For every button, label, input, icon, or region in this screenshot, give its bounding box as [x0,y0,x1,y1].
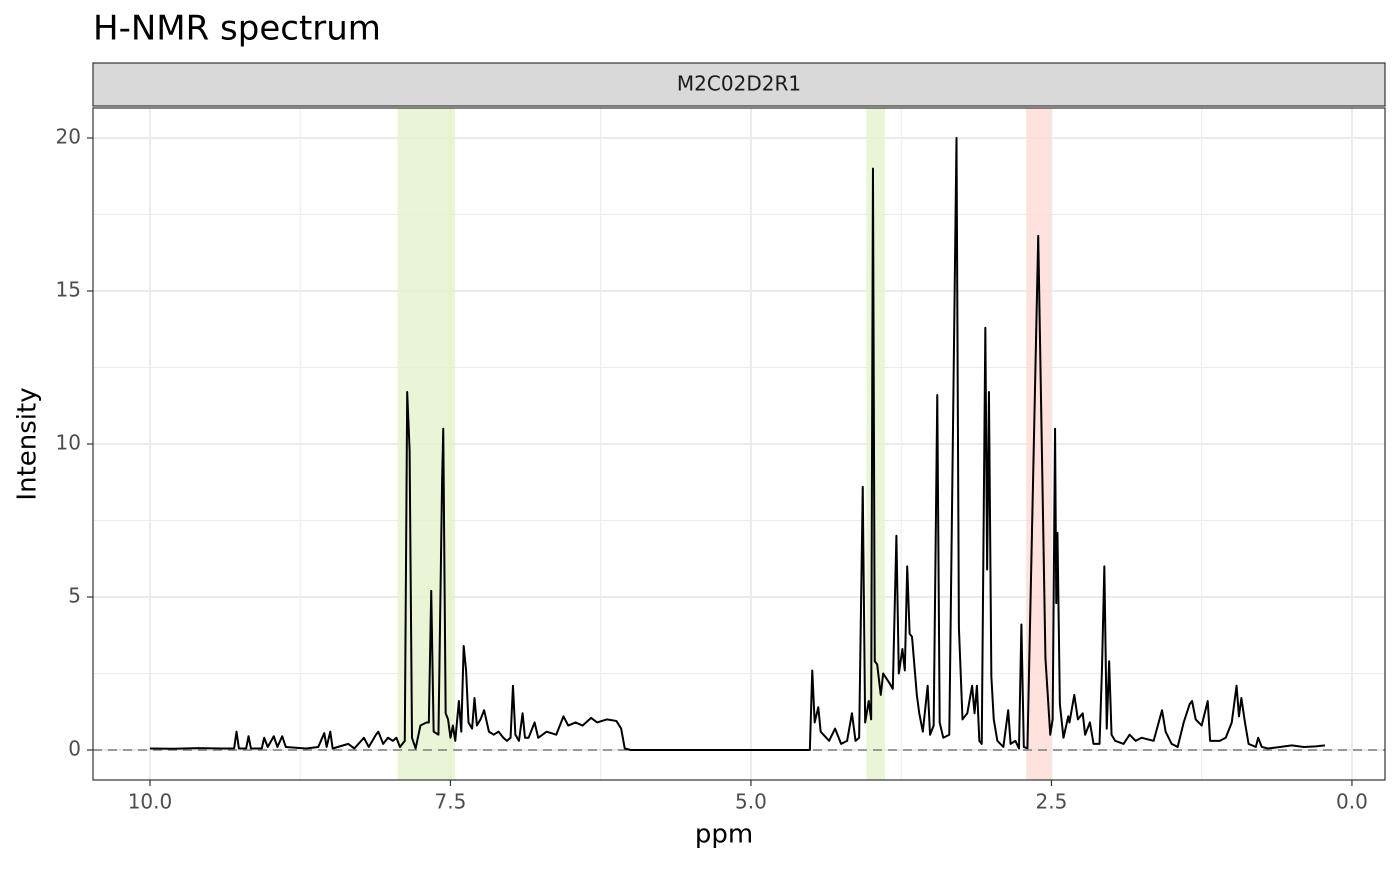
x-tick-label: 5.0 [735,790,767,814]
y-tick-label: 0 [68,737,81,761]
x-tick-label: 7.5 [435,790,467,814]
x-axis-title: ppm [695,820,753,850]
strip-label: M2C02D2R1 [677,72,801,96]
y-tick-label: 15 [56,277,81,301]
x-tick-label: 2.5 [1036,790,1068,814]
strip [92,62,1386,107]
x-tick-label: 0.0 [1336,790,1368,814]
y-tick-label: 10 [56,431,81,455]
plot-area [92,107,1386,781]
y-tick-label: 20 [56,124,81,148]
y-tick-label: 5 [68,584,81,608]
x-tick-label: 10.0 [128,790,173,814]
y-axis-title: Intensity [13,387,43,500]
chart-title: H-NMR spectrum [93,9,381,49]
spectrum-line [149,136,1326,752]
